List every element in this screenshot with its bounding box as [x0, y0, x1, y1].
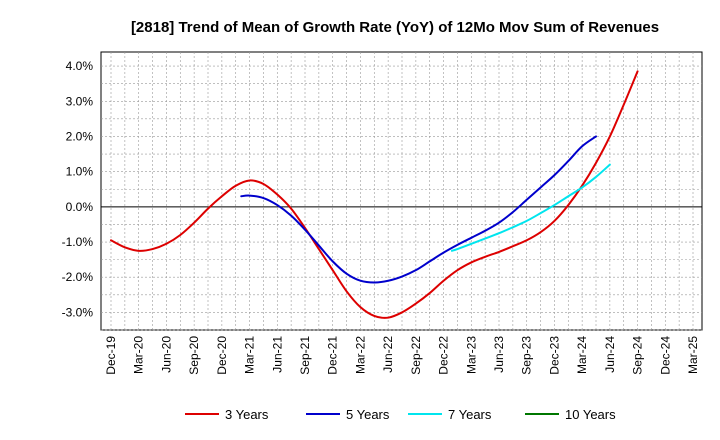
series-lines [110, 70, 639, 319]
legend-label: 5 Years [346, 407, 390, 422]
x-tick-label: Jun-21 [270, 336, 284, 373]
x-tick-label: Sep-21 [298, 336, 312, 375]
x-tick-label: Mar-23 [464, 336, 478, 374]
x-tick-label: Mar-20 [132, 336, 146, 374]
legend-label: 10 Years [565, 407, 616, 422]
x-tick-label: Sep-24 [631, 336, 645, 375]
x-tick-label: Mar-21 [243, 336, 257, 374]
x-tick-label: Mar-22 [353, 336, 367, 374]
plot-area [100, 51, 703, 331]
x-tick-label: Mar-24 [575, 336, 589, 374]
x-tick-label: Dec-20 [215, 336, 229, 375]
x-tick-label: Dec-24 [658, 336, 672, 375]
legend-label: 3 Years [225, 407, 269, 422]
y-tick-label: 4.0% [66, 59, 94, 73]
legend-item: 3 Years [185, 407, 269, 422]
x-tick-label: Dec-23 [547, 336, 561, 375]
x-tick-label: Jun-24 [603, 336, 617, 373]
series-line-5-years [240, 135, 597, 284]
series-line-3-years [110, 70, 639, 319]
legend-label: 7 Years [448, 407, 492, 422]
x-tick-label: Sep-23 [520, 336, 534, 375]
x-tick-label: Jun-20 [159, 336, 173, 373]
y-tick-label: 2.0% [66, 129, 94, 143]
legend-item: 7 Years [408, 407, 492, 422]
series-line-7-years [450, 163, 611, 252]
y-tick-label: -2.0% [62, 270, 94, 284]
y-axis-ticks: 4.0% 3.0% 2.0% 1.0% 0.0% -1.0% -2.0% -3.0% [62, 59, 94, 319]
x-tick-label: Dec-22 [437, 336, 451, 375]
legend-item: 10 Years [525, 407, 616, 422]
x-tick-label: Sep-20 [187, 336, 201, 375]
y-tick-label: 0.0% [66, 200, 94, 214]
x-tick-label: Dec-19 [104, 336, 118, 375]
x-axis-ticks: Dec-19 Mar-20 Jun-20 Sep-20 Dec-20 Mar-21 Jun-… [104, 336, 700, 375]
legend-item: 5 Years [306, 407, 390, 422]
x-tick-label: Jun-23 [492, 336, 506, 373]
legend: 3 Years 5 Years 7 Years 10 Years [185, 407, 616, 422]
x-tick-label: Sep-22 [409, 336, 423, 375]
y-tick-label: -1.0% [62, 235, 94, 249]
y-tick-label: 3.0% [66, 94, 94, 108]
y-tick-label: 1.0% [66, 165, 94, 179]
x-tick-label: Mar-25 [686, 336, 700, 374]
x-tick-label: Jun-22 [381, 336, 395, 373]
y-tick-label: -3.0% [62, 305, 94, 319]
chart-title: [2818] Trend of Mean of Growth Rate (YoY… [131, 19, 659, 36]
x-tick-label: Dec-21 [326, 336, 340, 375]
grid-lines [101, 52, 702, 331]
